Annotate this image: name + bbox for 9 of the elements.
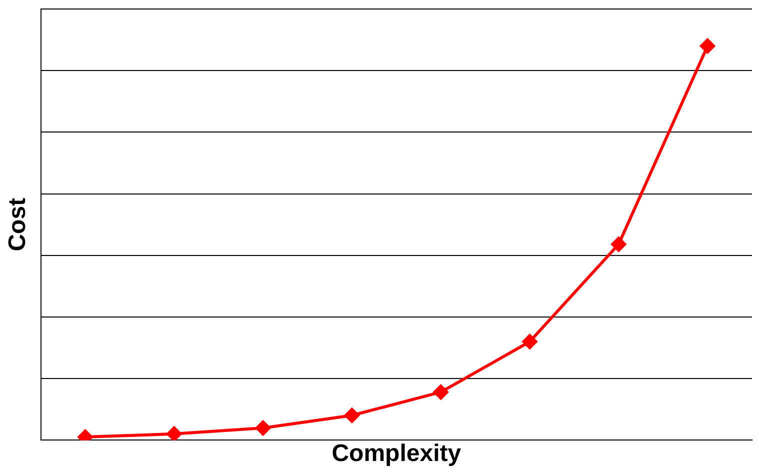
point: [256, 420, 271, 436]
y-axis-title: Cost: [4, 198, 32, 252]
point: [344, 408, 360, 423]
x-axis-title: Complexity: [332, 440, 462, 468]
point: [166, 426, 182, 440]
point: [522, 334, 538, 350]
point: [611, 236, 626, 252]
point: [433, 384, 448, 400]
point: [700, 38, 716, 54]
